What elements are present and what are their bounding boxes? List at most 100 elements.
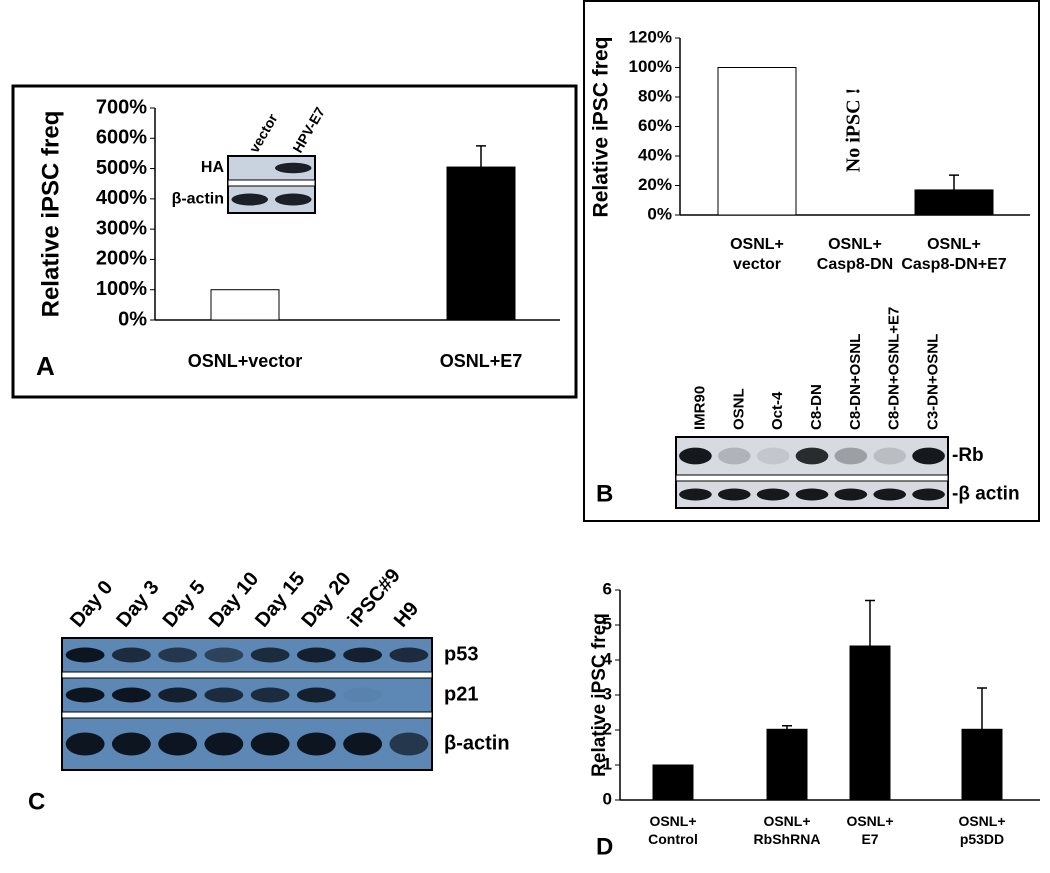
x-tick-label: OSNL+vector [188,351,303,371]
x-tick-label: OSNL+ Control [648,813,698,847]
blot-band [158,647,198,663]
blot-band [795,488,829,501]
blot-band [111,732,151,756]
blot-band [250,732,290,756]
bar [914,189,994,216]
panel-letter: B [596,480,613,507]
y-tick-label: 3 [603,684,612,703]
blot-band [204,687,244,703]
blot-band [717,488,751,501]
y-tick-label: 100% [96,278,147,300]
blot-row-label: β-actin [444,732,510,754]
blot-separator [61,671,433,679]
blot-row-label: -β actin [952,484,1020,505]
blot-lane-label: HPV-E7 [289,104,328,155]
blot-separator [61,711,433,719]
y-tick-label: 0% [647,204,672,223]
blot-lane-label: Day 20 [297,568,355,632]
x-tick-label: OSNL+vector [730,236,784,273]
x-tick-label: OSNL+ Casp8-DN [817,236,893,273]
y-tick-label: 60% [638,116,672,135]
blot-lane-label: vector [246,110,281,155]
y-tick-label: 700% [96,96,147,118]
blot-row-label: p53 [444,643,478,665]
x-tick-label: OSNL+ Casp8-DN+E7 [901,236,1006,273]
y-axis-label: Relative iPSC freq [589,613,610,777]
blot-band [204,732,244,756]
blot-separator [675,474,949,482]
blot-band [231,193,269,206]
blot-lane-label: C3-DN+OSNL [925,334,942,430]
blot-band [65,732,105,756]
blot-band [756,447,790,465]
blot-band [250,687,290,703]
blot-row-label: HA [201,159,225,176]
y-tick-label: 20% [638,175,672,194]
y-tick-label: 80% [638,86,672,105]
x-tick-label-line: Casp8-DN [817,256,893,273]
panel-b-frame [583,0,1040,522]
blot-band [389,647,429,663]
blot-band [756,488,790,501]
x-tick-label-line: OSNL+ [763,813,810,829]
blot-lane-label: Day 5 [159,577,210,632]
blot-lane-label: Day 10 [205,568,263,632]
blot-row-label: -Rb [952,445,984,466]
x-tick-label: OSNL+ p53DD [958,813,1005,847]
blot-band [111,687,151,703]
blot-row-label: β-actin [172,191,224,208]
y-axis-label: Relative iPSC freq [37,111,64,318]
y-tick-label: 200% [96,248,147,270]
x-tick-label-line: OSNL+ [828,236,882,253]
x-tick-label-line: OSNL+ [846,813,893,829]
y-tick-label: 0% [118,308,147,330]
y-axis-label: Relative iPSC freq [590,37,613,218]
blot-lane-label: Day 3 [112,577,163,632]
blot-band [679,447,712,465]
blot-band [111,647,151,663]
blot-row-label: p21 [444,683,478,705]
blot-lane-label: Day 0 [66,577,117,632]
error-bar [949,174,959,190]
y-tick-label: 5 [603,614,612,633]
blot-lane-label: C8-DN+OSNL [847,334,864,430]
blot-band [679,488,712,501]
blot-band [795,447,829,465]
blot-band [65,647,105,663]
blot-band [158,687,198,703]
x-tick-label-line: RbShRNA [754,831,821,847]
annotation: No iPSC ! [843,88,865,172]
x-tick-label-line: Control [648,831,698,847]
y-tick-label: 2 [603,719,612,738]
x-tick-label-line: OSNL+ [958,813,1005,829]
blot-band [343,687,383,703]
panel-letter: C [28,788,45,815]
blot-band [912,488,945,501]
blot-lane-label: IMR90 [691,386,708,430]
panel-a-frame [11,84,578,399]
blot-lane-label: H9 [390,598,423,632]
error-bar [865,599,875,646]
bar [849,645,891,801]
blot-band [873,447,907,465]
bar [766,728,808,801]
blot-band [296,732,336,756]
panel-letter: D [596,833,613,860]
x-tick-label-line: E7 [861,831,878,847]
x-tick-label: OSNL+ E7 [846,813,893,847]
panel-letter: A [36,351,55,381]
y-tick-label: 400% [96,187,147,209]
error-bar [977,687,987,730]
x-tick-label: OSNL+E7 [440,351,523,371]
y-tick-label: 0 [603,789,612,808]
blot-band [389,732,429,756]
blot-band [296,647,336,663]
blot-lane-label: C8-DN+OSNL+E7 [886,307,903,430]
blot-lane-label: Day 15 [251,568,309,632]
blot-band [343,732,383,756]
y-tick-label: 4 [603,649,613,668]
blot-band [274,162,312,174]
blot-band [296,687,336,703]
bar [446,166,516,321]
